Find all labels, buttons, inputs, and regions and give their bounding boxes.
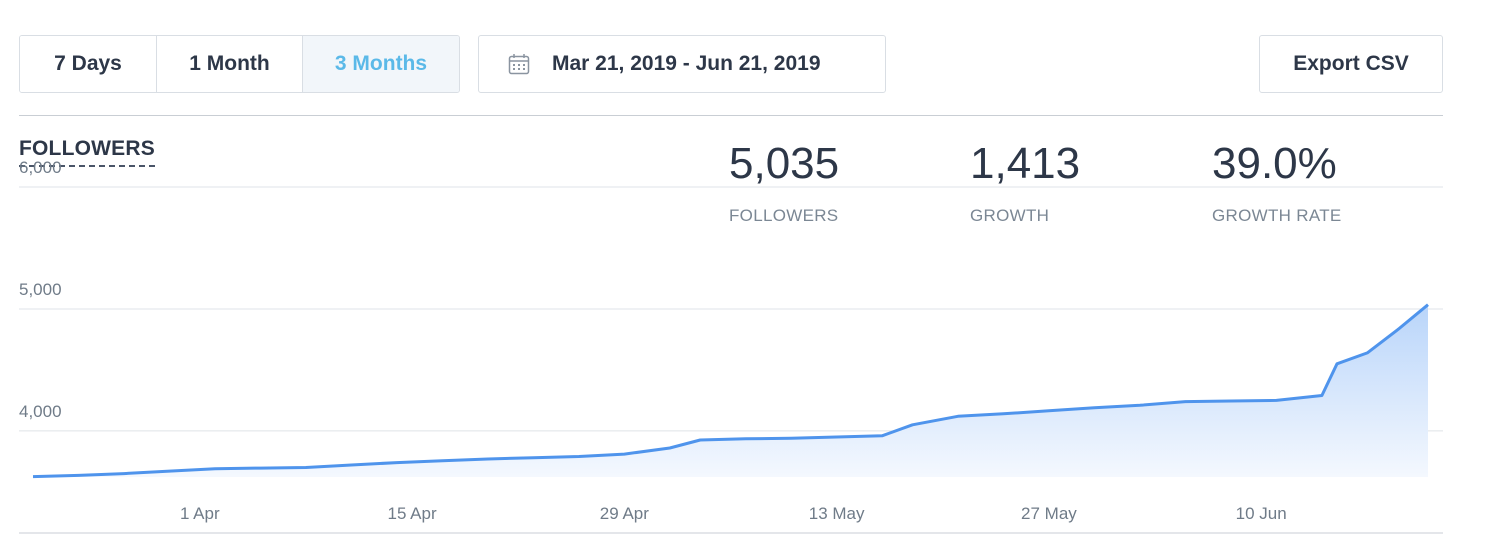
y-tick-label: 4,000 <box>19 402 62 421</box>
stat-label: FOLLOWERS <box>729 206 839 225</box>
followers-area <box>33 304 1428 477</box>
stat-followers: 5,035 FOLLOWERS <box>729 142 839 226</box>
y-tick-label: 5,000 <box>19 280 62 299</box>
x-tick-label: 29 Apr <box>600 504 649 523</box>
x-tick-label: 13 May <box>809 504 865 523</box>
y-tick-label: 6,000 <box>19 158 62 177</box>
range-1-month-button[interactable]: 1 Month <box>157 36 303 92</box>
date-range-picker[interactable]: Mar 21, 2019 - Jun 21, 2019 <box>478 35 886 93</box>
x-tick-label: 27 May <box>1021 504 1077 523</box>
stat-value: 1,413 <box>970 139 1081 188</box>
stat-growth-rate: 39.0% GROWTH RATE <box>1212 142 1342 226</box>
toolbar: 7 Days 1 Month 3 Months Mar 21, 2019 - J… <box>19 35 1443 93</box>
range-3-months-button[interactable]: 3 Months <box>303 36 459 92</box>
stat-value: 5,035 <box>729 139 840 188</box>
x-tick-label: 15 Apr <box>387 504 436 523</box>
stat-label: GROWTH RATE <box>1212 206 1342 225</box>
date-range-text: Mar 21, 2019 - Jun 21, 2019 <box>552 52 821 75</box>
followers-line <box>32 303 1429 479</box>
section-title[interactable]: FOLLOWERS <box>19 137 155 167</box>
calendar-icon <box>508 53 530 75</box>
range-7-days-button[interactable]: 7 Days <box>20 36 157 92</box>
stat-value: 39.0% <box>1212 139 1337 188</box>
stat-growth: 1,413 GROWTH <box>970 142 1080 226</box>
x-tick-label: 10 Jun <box>1236 504 1287 523</box>
x-tick-label: 1 Apr <box>180 504 220 523</box>
export-csv-button[interactable]: Export CSV <box>1259 35 1443 93</box>
stat-label: GROWTH <box>970 206 1050 225</box>
header-divider <box>19 115 1443 116</box>
range-selector: 7 Days 1 Month 3 Months <box>19 35 460 93</box>
